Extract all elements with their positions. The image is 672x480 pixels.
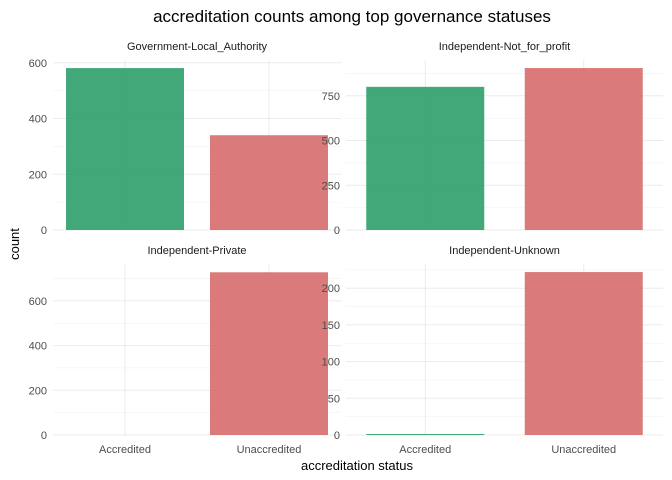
facet-independent-private-bar-unaccredited xyxy=(210,272,328,435)
facet-independent-private-strip-label: Independent-Private xyxy=(147,245,246,257)
facet-government-local-authority-strip-label: Government-Local_Authority xyxy=(127,41,268,53)
facet-independent-not-for-profit-bar-accredited xyxy=(366,86,485,230)
facet-independent-unknown: Independent-Unknown 0 50 100 150 200 Accredite… xyxy=(322,245,663,456)
facet-independent-not-for-profit-y-tick-0: 0 xyxy=(334,225,340,237)
facet-independent-unknown-strip-label: Independent-Unknown xyxy=(449,245,560,257)
facet-independent-not-for-profit-y-tick-500: 500 xyxy=(322,136,340,148)
facet-independent-not-for-profit-strip-label: Independent-Not_for_profit xyxy=(439,41,570,53)
facet-independent-unknown-bar-accredited xyxy=(366,434,485,435)
facet-independent-unknown-y-tick-200: 200 xyxy=(322,283,340,295)
facet-government-local-authority-y-tick-400: 400 xyxy=(29,114,47,126)
facet-independent-unknown-y-tick-100: 100 xyxy=(322,357,340,369)
facet-independent-not-for-profit-y-tick-750: 750 xyxy=(322,91,340,103)
facet-government-local-authority-y-tick-0: 0 xyxy=(41,225,47,237)
facet-independent-private-x-tick-accredited: Accredited xyxy=(99,444,151,456)
facet-government-local-authority-bar-unaccredited xyxy=(210,135,328,230)
facet-independent-unknown-x-tick-accredited: Accredited xyxy=(399,444,451,456)
facet-independent-unknown-bar-unaccredited xyxy=(524,272,643,435)
facet-independent-unknown-x-tick-unaccredited: Unaccredited xyxy=(551,444,616,456)
facet-independent-private-y-tick-600: 600 xyxy=(29,296,47,308)
facet-independent-private-x-tick-unaccredited: Unaccredited xyxy=(237,444,302,456)
facet-independent-private: Independent-Private 0 200 400 600 Accredited U… xyxy=(29,245,341,456)
facet-panels: Government-Local_Authority0200400600Inde… xyxy=(29,41,663,456)
x-axis-title: accreditation status xyxy=(301,458,414,473)
chart-title: accreditation counts among top governanc… xyxy=(153,7,551,26)
facet-independent-private-y-tick-400: 400 xyxy=(29,341,47,353)
facet-government-local-authority: Government-Local_Authority 0 200 400 600 xyxy=(29,41,341,237)
facet-independent-not-for-profit-y-tick-250: 250 xyxy=(322,180,340,192)
facet-independent-not-for-profit: Independent-Not_for_profit 0 250 500 750 xyxy=(322,41,663,237)
facet-independent-private-y-tick-200: 200 xyxy=(29,385,47,397)
facet-independent-unknown-y-tick-150: 150 xyxy=(322,320,340,332)
facet-independent-unknown-y-tick-0: 0 xyxy=(334,430,340,442)
facet-government-local-authority-bar-accredited xyxy=(66,68,184,230)
facet-independent-unknown-y-tick-50: 50 xyxy=(328,393,340,405)
facet-government-local-authority-y-tick-200: 200 xyxy=(29,169,47,181)
facet-independent-private-y-tick-0: 0 xyxy=(41,430,47,442)
facet-independent-not-for-profit-bar-unaccredited xyxy=(524,68,643,230)
facet-government-local-authority-y-tick-600: 600 xyxy=(29,58,47,70)
y-axis-title: count xyxy=(7,228,22,260)
